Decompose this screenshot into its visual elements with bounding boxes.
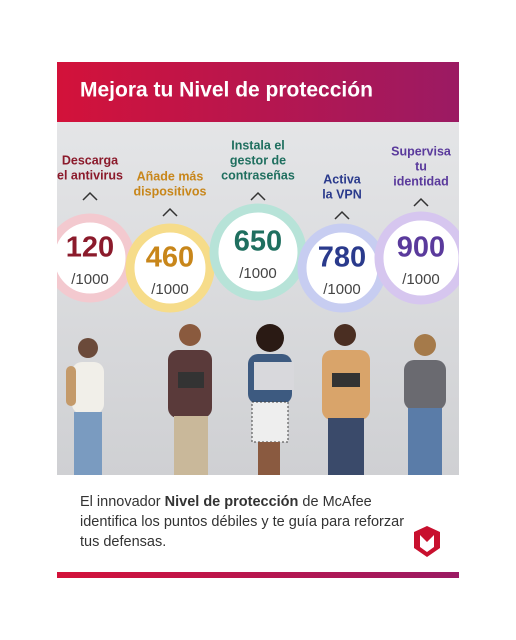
footer-text-part: El innovador [80, 494, 165, 510]
score-max: /1000 [239, 265, 277, 282]
score-value: 650 [234, 226, 282, 258]
score-label: identidad [393, 174, 449, 188]
score-value: 900 [397, 232, 445, 264]
score-value: 120 [66, 232, 114, 264]
footer-area [57, 475, 459, 573]
footer-text-part: de McAfee identifica los puntos débiles … [80, 494, 405, 550]
score-label: Descarga [62, 153, 119, 167]
footer-bar [57, 572, 459, 578]
score-max: /1000 [402, 271, 440, 288]
chevron [250, 191, 266, 201]
score-value: 780 [318, 242, 366, 274]
score-max: /1000 [151, 281, 189, 298]
score-ring [125, 223, 215, 313]
chevron [334, 210, 350, 220]
score-max: /1000 [323, 281, 361, 298]
score-label: tu [415, 159, 427, 173]
score-ring [374, 211, 459, 305]
score-label: Supervisa [391, 144, 452, 158]
mcafee-logo [414, 526, 440, 557]
title: Mejora tu Nivel de protección [80, 79, 373, 102]
score-label: Activa [323, 172, 362, 186]
score-label: Instala el [231, 138, 285, 152]
score-value: 460 [146, 242, 194, 274]
footer-text: El innovador Nivel de protección de McAf… [80, 492, 405, 552]
people [66, 324, 446, 475]
score-label: el antivirus [57, 168, 123, 182]
score-label: dispositivos [134, 184, 207, 198]
chevron [162, 207, 178, 217]
score-label: contraseñas [221, 168, 295, 182]
score-label: la VPN [322, 187, 362, 201]
chevron [413, 197, 429, 207]
score-max: /1000 [71, 271, 109, 288]
footer-text-bold: Nivel de protección [164, 494, 299, 510]
header-bar [57, 62, 459, 122]
chevron [82, 191, 98, 201]
score-label: gestor de [230, 153, 286, 167]
score-label: Añade más [137, 169, 204, 183]
